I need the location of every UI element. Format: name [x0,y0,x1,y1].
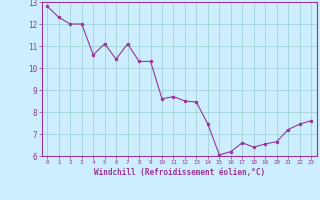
X-axis label: Windchill (Refroidissement éolien,°C): Windchill (Refroidissement éolien,°C) [94,168,265,177]
